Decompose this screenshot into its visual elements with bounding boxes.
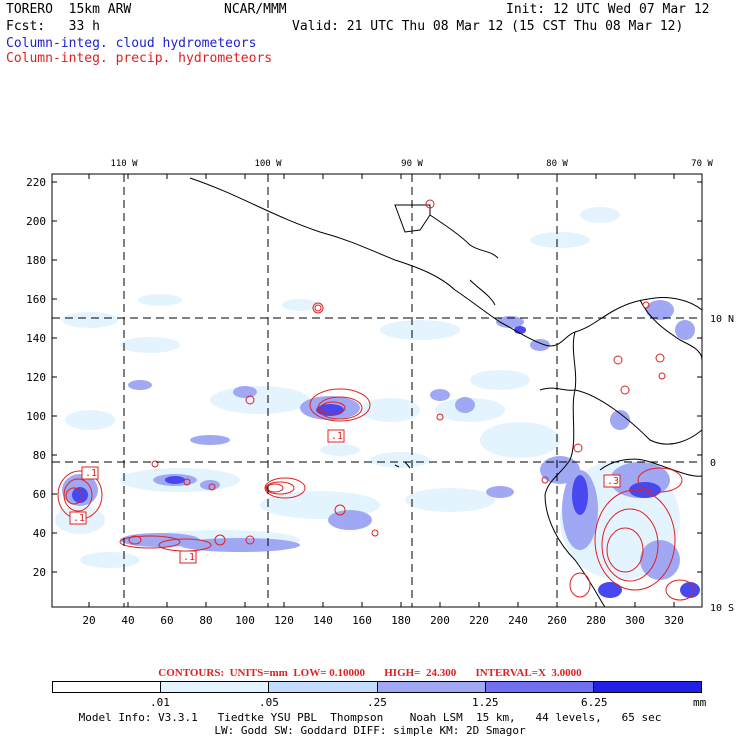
coastlines xyxy=(189,177,702,607)
x-tick-240: 240 xyxy=(508,614,528,627)
valid-time: Valid: 21 UTC Thu 08 Mar 12 (15 CST Thu … xyxy=(292,19,684,34)
model-title: TORERO 15km ARW xyxy=(6,2,132,17)
x-tick-40: 40 xyxy=(121,614,134,627)
y-axis-labels: 220 200 180 160 140 120 100 80 60 40 20 xyxy=(26,176,46,579)
contour-label-2: .1 xyxy=(73,513,85,524)
x-tick-160: 160 xyxy=(352,614,372,627)
x-tick-120: 120 xyxy=(274,614,294,627)
lat-label-10n: 10 N xyxy=(710,314,734,325)
contour-label-3: .1 xyxy=(183,552,195,563)
x-tick-320: 320 xyxy=(664,614,684,627)
x-tick-180: 180 xyxy=(391,614,411,627)
lon-label-90w: 90 W xyxy=(401,159,423,169)
legend-swatch-4 xyxy=(377,682,486,692)
lat-label-10s: 10 S xyxy=(710,603,734,614)
cloud-field-label: Column-integ. cloud hydrometeors xyxy=(6,36,257,51)
y-tick-180: 180 xyxy=(26,254,46,267)
legend-unit: mm xyxy=(693,696,707,709)
legend-swatch-1 xyxy=(53,682,162,692)
x-tick-80: 80 xyxy=(199,614,212,627)
contour-label-1: .1 xyxy=(85,468,97,479)
color-legend-bar xyxy=(52,681,702,693)
x-tick-280: 280 xyxy=(586,614,606,627)
lat-label-0: 0 xyxy=(710,458,716,469)
lat-lon-grid xyxy=(52,174,702,607)
legend-swatch-6 xyxy=(593,682,702,692)
y-tick-100: 100 xyxy=(26,410,46,423)
legend-level-2: .05 xyxy=(259,696,279,709)
contour-label-5: .3 xyxy=(607,476,619,487)
y-tick-60: 60 xyxy=(33,488,46,501)
x-tick-200: 200 xyxy=(430,614,450,627)
precip-field-label: Column-integ. precip. hydrometeors xyxy=(6,51,273,66)
x-tick-20: 20 xyxy=(82,614,95,627)
x-tick-100: 100 xyxy=(235,614,255,627)
legend-swatch-3 xyxy=(269,682,378,692)
cloud-shading xyxy=(55,207,700,598)
forecast-hour: Fcst: 33 h xyxy=(6,19,100,34)
legend-level-1: .01 xyxy=(150,696,170,709)
contour-labels: .1 .1 .1 .1 .3 xyxy=(69,429,621,564)
axis-ticks xyxy=(52,174,702,607)
contours-info: CONTOURS: UNITS=mm LOW= 0.10000 HIGH= 24… xyxy=(158,667,582,679)
lon-label-110w: 110 W xyxy=(110,159,138,169)
x-tick-220: 220 xyxy=(469,614,489,627)
y-tick-40: 40 xyxy=(33,527,46,540)
model-info-line2: LW: Godd SW: Goddard DIFF: simple KM: 2D… xyxy=(214,724,526,737)
legend-level-3: .25 xyxy=(367,696,387,709)
y-tick-140: 140 xyxy=(26,332,46,345)
lon-label-70w: 70 W xyxy=(691,159,713,169)
lon-label-100w: 100 W xyxy=(254,159,282,169)
contour-label-4: .1 xyxy=(331,431,343,442)
top-lon-labels: 110 W 100 W 90 W 80 W 70 W xyxy=(110,159,713,169)
x-tick-60: 60 xyxy=(160,614,173,627)
x-tick-260: 260 xyxy=(547,614,567,627)
center-name: NCAR/MMM xyxy=(224,2,287,17)
lon-label-80w: 80 W xyxy=(546,159,568,169)
legend-level-4: 1.25 xyxy=(472,696,499,709)
y-tick-200: 200 xyxy=(26,215,46,228)
y-tick-120: 120 xyxy=(26,371,46,384)
legend-swatch-2 xyxy=(161,682,270,692)
x-tick-140: 140 xyxy=(313,614,333,627)
legend-level-5: 6.25 xyxy=(581,696,608,709)
y-tick-160: 160 xyxy=(26,293,46,306)
y-tick-20: 20 xyxy=(33,566,46,579)
x-axis-labels: 20 40 60 80 100 120 140 160 180 200 220 … xyxy=(82,614,684,627)
map-frame xyxy=(51,173,703,608)
x-tick-300: 300 xyxy=(625,614,645,627)
precip-contours xyxy=(57,199,695,601)
y-tick-80: 80 xyxy=(33,449,46,462)
init-time: Init: 12 UTC Wed 07 Mar 12 xyxy=(506,2,710,17)
y-tick-220: 220 xyxy=(26,176,46,189)
legend-swatch-5 xyxy=(485,682,594,692)
model-info-line1: Model Info: V3.3.1 Tiedtke YSU PBL Thomp… xyxy=(78,711,662,724)
right-lat-labels: 10 N 0 10 S xyxy=(710,314,734,614)
